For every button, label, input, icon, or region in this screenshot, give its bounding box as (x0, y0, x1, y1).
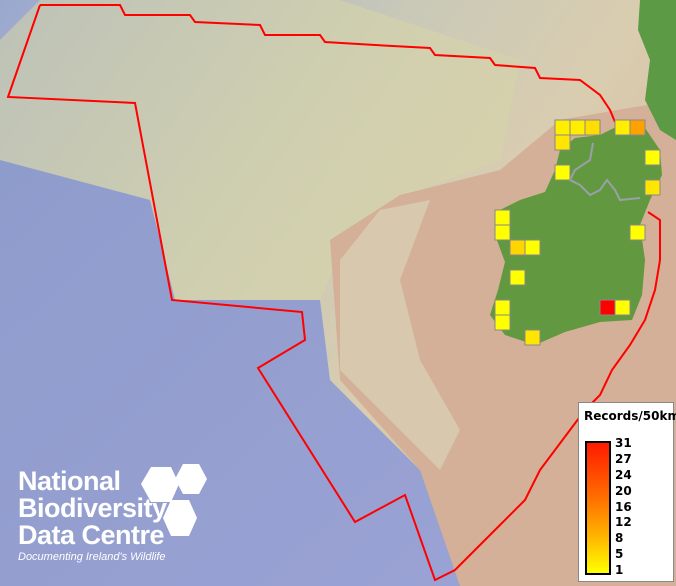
record-square[interactable] (524, 329, 541, 346)
record-square[interactable] (524, 239, 541, 256)
legend-tick: 20 (615, 484, 632, 498)
record-square[interactable] (644, 149, 661, 166)
legend-tick: 24 (615, 468, 632, 482)
legend-title: Records/50km (584, 409, 676, 423)
britain-land (638, 0, 676, 140)
record-square[interactable] (509, 269, 526, 286)
legend: Records/50km 31 27 24 20 16 12 8 5 1 (578, 402, 676, 582)
record-square[interactable] (614, 119, 631, 136)
shelf-plateau (0, 0, 520, 300)
record-square[interactable] (494, 299, 511, 316)
legend-tick: 27 (615, 452, 632, 466)
record-square[interactable] (569, 119, 586, 136)
logo-tagline: Documenting Ireland's Wildlife (18, 551, 166, 563)
record-square[interactable] (629, 119, 646, 136)
logo-line: National (18, 466, 121, 496)
legend-tick: 16 (615, 500, 632, 514)
logo-line: Biodiversity (18, 493, 167, 523)
legend-tick: 5 (615, 547, 624, 561)
logo-hexagons-icon (141, 464, 207, 536)
record-square[interactable] (494, 314, 511, 331)
legend-tick: 8 (615, 531, 624, 545)
eez-boundary-east (6, 4, 661, 582)
ni-border (568, 142, 641, 202)
deep-ocean (0, 160, 470, 586)
record-squares (494, 119, 661, 346)
legend-color-ramp (585, 441, 611, 575)
record-square[interactable] (629, 224, 646, 241)
legend-tick: 1 (615, 563, 624, 577)
record-square[interactable] (554, 119, 571, 136)
logo-line: Data Centre (18, 520, 165, 550)
slope-area (340, 200, 460, 470)
nbdc-logo: National Biodiversity Data Centre Docume… (18, 466, 167, 564)
record-square[interactable] (584, 119, 601, 136)
legend-tick: 12 (615, 515, 632, 529)
record-square[interactable] (554, 164, 571, 181)
legend-tick: 31 (615, 436, 632, 450)
record-square[interactable] (509, 239, 526, 256)
record-square[interactable] (494, 209, 511, 226)
record-square[interactable] (599, 299, 616, 316)
record-square[interactable] (554, 134, 571, 151)
ireland-land (490, 125, 662, 345)
record-square[interactable] (644, 179, 661, 196)
record-square[interactable] (494, 224, 511, 241)
eez-boundary-west (40, 4, 616, 123)
record-square[interactable] (614, 299, 631, 316)
